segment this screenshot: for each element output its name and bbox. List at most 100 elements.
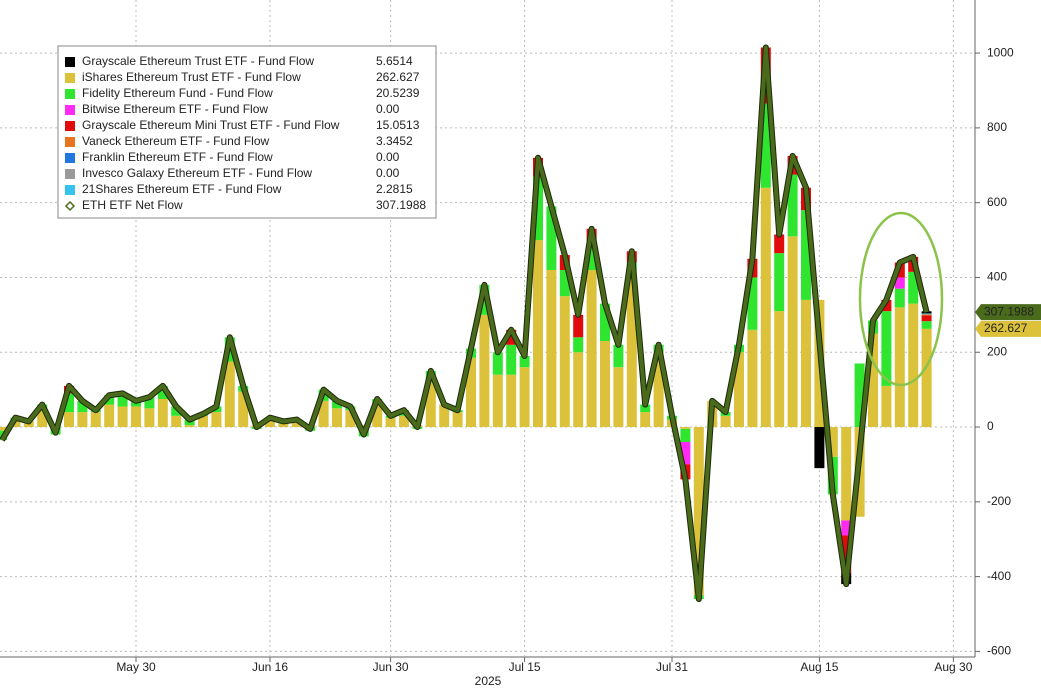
bar-segment [586, 269, 597, 428]
value-box-label: 307.1988 [984, 304, 1034, 318]
bar-segment [157, 385, 168, 399]
y-tick-label: 400 [987, 270, 1007, 284]
legend-label: Bitwise Ethereum ETF - Fund Flow [82, 102, 268, 116]
x-tick-label: Aug 30 [934, 660, 972, 674]
bar-segment [64, 412, 74, 428]
bar-segment [881, 299, 892, 312]
y-tick-label: 0 [987, 419, 994, 433]
bar-segment [573, 314, 584, 338]
bar-segment [466, 357, 476, 428]
bar-segment [693, 427, 704, 596]
bar-segment [117, 393, 128, 407]
bar-segment [881, 311, 892, 386]
bar-segment [10, 421, 21, 428]
bar-segment [921, 311, 932, 314]
bar-segment [506, 374, 517, 428]
bar-segment [224, 361, 235, 428]
bar-segment [533, 176, 543, 241]
bar-segment [894, 277, 905, 289]
x-axis-label: 2025 [475, 674, 502, 688]
bar-segment [559, 269, 570, 297]
y-tick-label: 600 [987, 195, 1007, 209]
bar-segment [881, 385, 892, 428]
bar-segment [278, 423, 289, 428]
bar-segment [131, 406, 141, 428]
legend-value: 20.5239 [376, 86, 420, 100]
bar-segment [894, 307, 905, 428]
legend-value: 5.6514 [376, 54, 413, 68]
bar-segment [332, 400, 342, 409]
legend-label: Grayscale Ethereum Trust ETF - Fund Flow [82, 54, 314, 68]
bar-segment [841, 535, 852, 573]
legend-value: 0.00 [376, 166, 400, 180]
bar-segment [921, 328, 932, 428]
bar-segment [546, 269, 557, 428]
bar-segment [626, 269, 637, 428]
bar-segment [184, 425, 195, 428]
bar-segment [640, 404, 651, 413]
bar-segment [559, 296, 570, 428]
bar-segment [640, 412, 651, 428]
bar-segment [680, 441, 691, 465]
y-tick-label: 1000 [987, 45, 1014, 59]
x-tick-label: May 30 [116, 660, 156, 674]
x-tick-label: Jun 30 [373, 660, 409, 674]
bar-segment [586, 240, 597, 270]
bar-segment [774, 311, 785, 428]
legend-label: iShares Ethereum Trust ETF - Fund Flow [82, 70, 301, 84]
bar-segment [372, 402, 383, 428]
bar-segment [144, 397, 155, 409]
legend-marker [65, 57, 75, 67]
bar-segment [734, 352, 744, 428]
legend-marker [65, 105, 75, 115]
bar-segment [198, 415, 208, 428]
bar-segment [265, 419, 275, 428]
bar-segment [104, 404, 115, 428]
bar-segment [747, 329, 758, 428]
bar-segment [613, 367, 624, 428]
bar-segment [506, 329, 517, 345]
bar-segment [680, 428, 691, 442]
bar-segment [345, 410, 356, 428]
legend-label: 21Shares Ethereum ETF - Fund Flow [82, 182, 282, 196]
legend-marker [65, 73, 75, 83]
bar-segment [171, 415, 182, 428]
bar-segment [425, 382, 436, 428]
bar-segment [774, 234, 785, 254]
bar-segment [814, 427, 825, 469]
bar-segment [90, 412, 101, 428]
bar-segment [157, 398, 168, 428]
y-tick-label: -400 [987, 569, 1011, 583]
value-box-label: 262.627 [984, 321, 1028, 335]
legend-value: 2.2815 [376, 182, 413, 196]
bar-segment [787, 236, 798, 428]
x-tick-label: Jul 15 [509, 660, 541, 674]
bar-segment [573, 352, 584, 428]
bar-segment [452, 412, 463, 428]
bar-segment [104, 395, 115, 405]
bar-segment [546, 206, 557, 270]
legend-value: 262.627 [376, 70, 420, 84]
bar-segment [760, 103, 771, 188]
bar-segment [479, 314, 490, 428]
legend-label: Invesco Galaxy Ethereum ETF - Fund Flow [82, 166, 312, 180]
bar-segment [680, 427, 691, 429]
x-tick-label: Jun 16 [252, 660, 288, 674]
bar-segment [841, 427, 852, 521]
bar-segment [211, 412, 222, 428]
net-flow-line [0, 45, 929, 602]
bar-segment [385, 417, 396, 428]
value-box [975, 320, 1041, 337]
bar-segment [760, 187, 771, 428]
x-tick-label: Jul 31 [656, 660, 688, 674]
bar-segment [921, 313, 932, 315]
bar-segment [573, 337, 584, 353]
bar-segment [827, 427, 838, 457]
bar-segment [720, 415, 731, 428]
bar-segment [894, 288, 905, 308]
bar-segment [77, 412, 88, 428]
bar-segment [747, 277, 758, 330]
bar-segment [77, 400, 88, 413]
legend-label: Vaneck Ethereum ETF - Fund Flow [82, 134, 270, 148]
